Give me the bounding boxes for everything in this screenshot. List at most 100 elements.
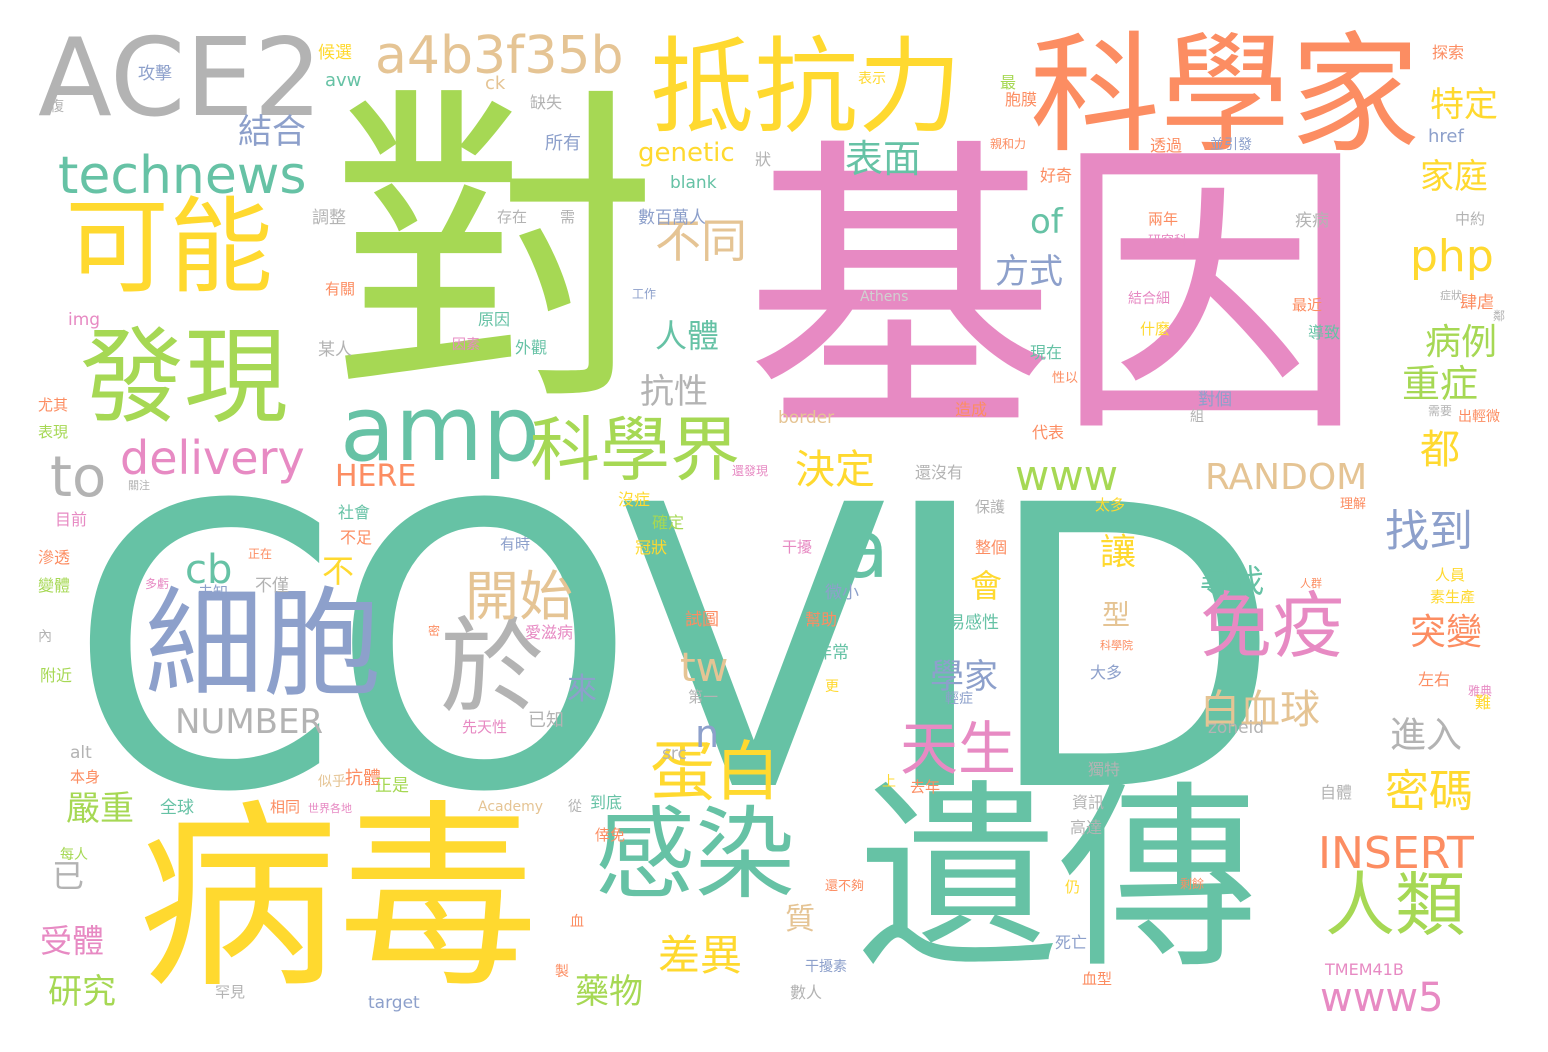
word-ganran: 感染: [595, 796, 795, 913]
word-to: to: [50, 445, 107, 510]
word-chuqingwei: 出輕微: [1458, 409, 1500, 425]
word-yichuan: 遺傳: [858, 763, 1259, 996]
word-xing: 型: [1098, 600, 1131, 628]
word-chayi: 差異: [658, 931, 743, 980]
word-jiating: 家庭: [1420, 157, 1488, 197]
word-yanjiuke: 研究科: [1148, 234, 1188, 249]
word-www: www: [1015, 451, 1119, 500]
word-weizhi: 未知: [198, 583, 229, 601]
word-gaoda: 高達: [1070, 818, 1103, 837]
word-daodi: 到底: [590, 793, 623, 812]
word-kangti: 抗體: [345, 768, 381, 789]
word-mima: 密碼: [1385, 766, 1473, 817]
word-ziti: 自體: [1320, 783, 1353, 802]
word-danbai: 蛋白: [650, 735, 781, 810]
word-keneng: 可能: [65, 186, 274, 308]
word-shubaiwanren: 數百萬人: [638, 208, 706, 228]
word-delivery: delivery: [120, 431, 305, 485]
word-qingzheng: 輕症: [945, 691, 973, 707]
word-mianyi: 免疫: [1200, 584, 1345, 668]
word-queshi: 缺失: [530, 93, 563, 112]
word-bangzhu: 幫助: [805, 610, 838, 629]
word-cong: 從: [568, 799, 582, 815]
word-jiehexi: 結合細: [1128, 291, 1170, 307]
word-yiganxing: 易感性: [948, 613, 999, 633]
word-yinsu: 因素: [452, 337, 480, 353]
word-fangshi: 方式: [995, 252, 1063, 292]
word-youguan: 有關: [325, 280, 356, 298]
word-biaoshi: 表示: [858, 71, 886, 87]
word-zixun: 資訊: [1072, 793, 1105, 812]
word-shentou: 滲透: [38, 548, 71, 567]
word-kexuejie: 科學界: [530, 409, 740, 491]
word-haifaxian: 還發現: [732, 464, 769, 478]
word-rang: 讓: [1100, 532, 1137, 573]
word-blank: blank: [670, 173, 717, 193]
word-covid: COVID: [68, 423, 1283, 877]
word-tiaozheng: 調整: [312, 208, 346, 228]
word-queding: 確定: [652, 513, 685, 532]
word-daduo: 大多: [1090, 663, 1123, 682]
word-tw: tw: [680, 645, 729, 691]
word-cb: cb: [185, 547, 233, 593]
word-gongzuo: 工作: [632, 287, 657, 301]
word-tiansheng: 天生: [900, 715, 1017, 783]
word-bingyinfa: 並引發: [1210, 137, 1252, 153]
word-lin: 鄰: [1493, 309, 1506, 323]
word-zhengzhuang: 症狀: [1440, 289, 1462, 302]
word-nan: 難: [1475, 693, 1492, 712]
word-random: RANDOM: [1205, 457, 1368, 498]
word-www5: www5: [1320, 975, 1444, 1021]
word-xuexing: 血型: [1082, 970, 1113, 988]
word-waiguan: 外觀: [515, 338, 548, 357]
word-yadian: 雅典: [1468, 684, 1493, 698]
word-xu: 需: [560, 208, 576, 226]
word-insert: INSERT: [1318, 828, 1474, 879]
word-nei: 內: [38, 629, 52, 645]
word-duokui: 多虧: [145, 577, 170, 591]
word-xuyao: 需要: [1428, 404, 1453, 418]
word-daozhi: 導致: [1308, 323, 1341, 342]
word-yanzhong: 嚴重: [66, 789, 134, 829]
word-a: a: [840, 503, 890, 596]
word-sushengchan: 素生產: [1430, 588, 1476, 606]
word-zui: 最: [1000, 73, 1017, 92]
word-number: NUMBER: [175, 702, 324, 742]
word-feichang: 非常: [815, 643, 849, 663]
word-kangxing: 抗性: [640, 372, 708, 412]
word-xianzai: 現在: [1030, 343, 1063, 362]
word-liangnian: 兩年: [1148, 210, 1179, 228]
word-kaishi: 開始: [465, 565, 573, 628]
word-youshi: 有時: [500, 535, 531, 553]
word-ace2: ACE2: [38, 16, 323, 141]
word-jibing: 疾病: [1295, 211, 1329, 231]
word-lijie: 理解: [1340, 497, 1367, 512]
word-reng: 仍: [1065, 878, 1081, 896]
word-renqun: 人群: [1300, 577, 1322, 590]
word-butong: 不同: [655, 214, 747, 268]
word-renlei: 人類: [1325, 864, 1465, 946]
word-tansuo: 探索: [1432, 43, 1465, 62]
word-bianti: 變體: [38, 576, 71, 595]
word-benshen: 本身: [70, 768, 101, 786]
word-biaomian: 表面: [845, 137, 922, 181]
word-jiyin: 基因: [745, 114, 1365, 475]
word-yizhi: 已知: [528, 710, 564, 731]
word-zaocheng: 造成: [955, 400, 988, 419]
word-here: HERE: [335, 459, 417, 494]
word-xue: 血: [570, 914, 584, 930]
word-zhuang: 狀: [755, 150, 772, 169]
word-dui: 對: [330, 61, 660, 445]
word-img: img: [68, 310, 101, 330]
word-yuanyin: 原因: [478, 310, 511, 329]
word-alt: alt: [70, 743, 92, 763]
word-baixueqiu: 白血球: [1200, 687, 1320, 733]
word-sinue: 肆虐: [1460, 293, 1494, 313]
word-yi: 已: [52, 857, 85, 895]
word-dikangli: 抵抗力: [650, 26, 963, 148]
word-zhongyue: 中約: [1455, 210, 1486, 228]
word-baohu: 保護: [975, 498, 1006, 516]
word-haoqi: 好奇: [1040, 166, 1073, 185]
word-zu: 組: [1190, 409, 1204, 425]
